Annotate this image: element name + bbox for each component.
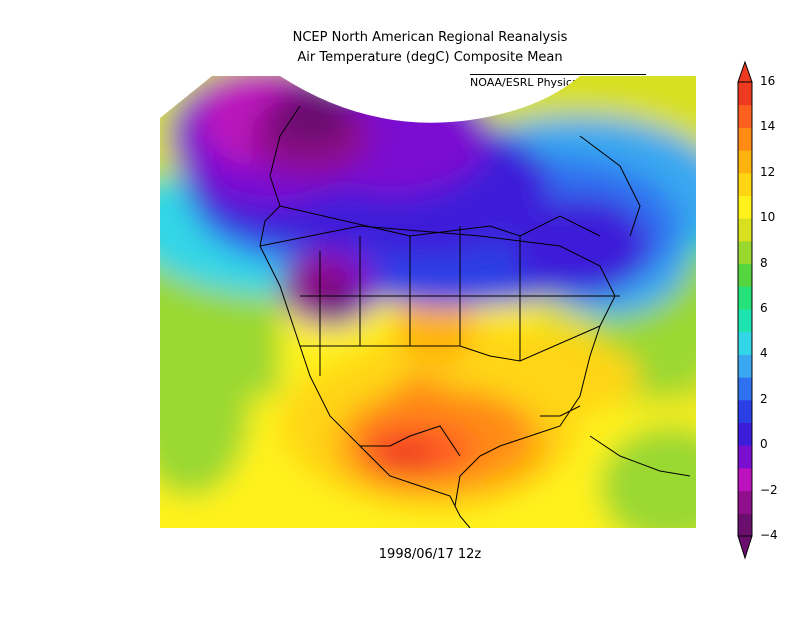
colorbar-min-arrow	[737, 535, 753, 560]
temperature-map	[160, 76, 696, 528]
colorbar-segment	[738, 150, 752, 174]
colorbar-segment	[738, 263, 752, 287]
colorbar-segment	[738, 331, 752, 355]
colorbar-segment	[738, 422, 752, 446]
colorbar-segment	[738, 399, 752, 423]
colorbar-segment	[738, 377, 752, 401]
colorbar-tick-label: −4	[760, 528, 778, 542]
colorbar	[737, 60, 753, 560]
colorbar-tick-label: 2	[760, 391, 768, 406]
colorbar-tick-label: −2	[760, 482, 778, 497]
colorbar-tick-label: 4	[760, 346, 768, 361]
colorbar-tick-label: 14	[760, 119, 776, 134]
map-title-line2: Air Temperature (degC) Composite Mean	[297, 50, 563, 65]
colorbar-segment	[738, 445, 752, 469]
colorbar-segment	[738, 309, 752, 333]
colorbar-tick-label: 0	[760, 437, 768, 452]
credit-underline	[470, 74, 646, 75]
date-label: 1998/06/17 12z	[378, 547, 482, 562]
colorbar-segment	[738, 104, 752, 128]
colorbar-segment	[738, 467, 752, 492]
colorbar-segment	[738, 82, 752, 106]
colorbar-tick-label: 12	[760, 164, 776, 179]
colorbar-tick-label: 6	[760, 301, 768, 315]
colorbar-segment	[738, 218, 752, 242]
colorbar-tick-label: 8	[760, 255, 768, 270]
colorbar-segment	[738, 286, 752, 310]
colorbar-segment	[738, 240, 752, 265]
map-title-line1: NCEP North American Regional Reanalysis	[292, 30, 568, 45]
colorbar-tick-label: 16	[760, 74, 776, 88]
colorbar-tick-label: 10	[760, 210, 776, 225]
colorbar-outline	[737, 81, 753, 537]
colorbar-segment	[738, 172, 752, 196]
colorbar-segment	[738, 195, 752, 219]
colorbar-segment	[738, 354, 752, 378]
colorbar-segment	[738, 127, 752, 151]
colorbar-segment	[738, 513, 752, 537]
colorbar-segment	[738, 490, 752, 514]
colorbar-max-arrow	[737, 60, 753, 83]
